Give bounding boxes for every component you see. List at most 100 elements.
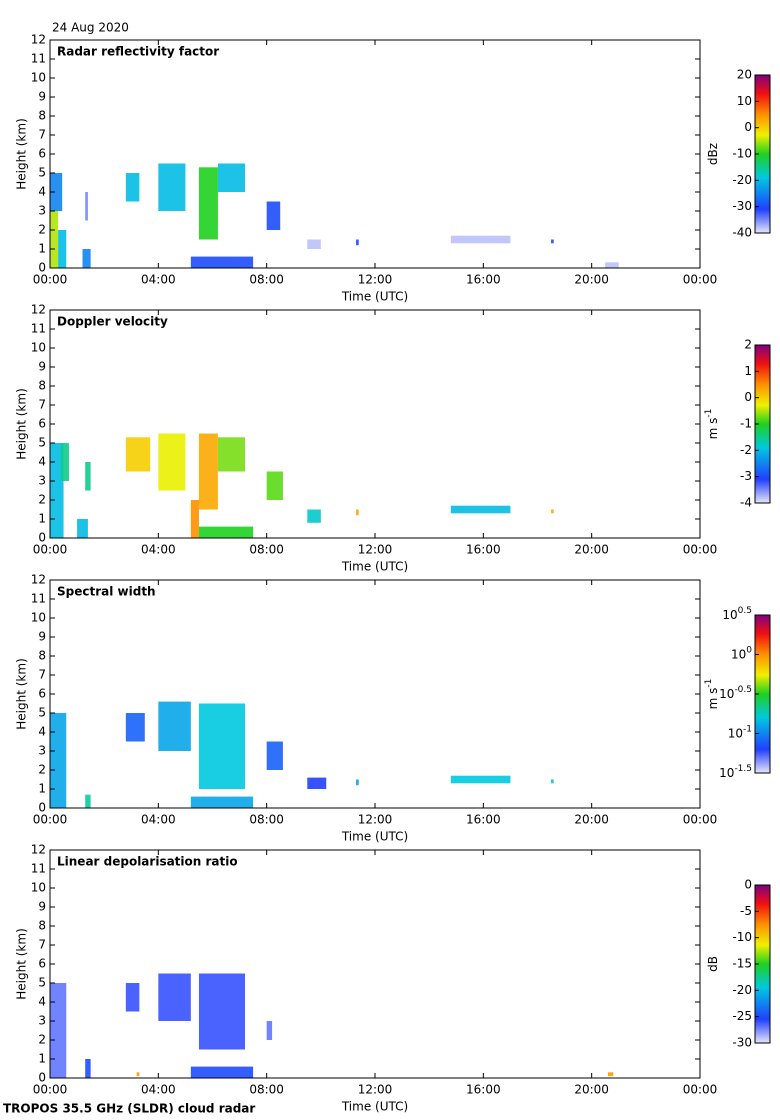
colorbar-unit: dBz (706, 143, 720, 165)
colorbar-tick-label: 0 (744, 390, 752, 404)
y-tick-label: 1 (38, 782, 46, 796)
radar-echo (77, 519, 88, 538)
colorbar-tick-label: 10 (737, 94, 752, 108)
radar-echo (158, 701, 191, 751)
y-tick-label: 5 (38, 436, 46, 450)
radar-echo (198, 433, 218, 510)
y-tick-label: 8 (38, 379, 46, 393)
radar-echo (158, 973, 191, 1021)
colorbar-tick-label: -15 (732, 957, 752, 971)
panel-title: Doppler velocity (57, 315, 168, 329)
radar-echo (50, 173, 63, 211)
x-axis-label: Time (UTC) (341, 560, 408, 574)
y-tick-label: 9 (38, 630, 46, 644)
radar-echo (356, 509, 359, 516)
colorbar-tick-label: 2 (744, 338, 752, 352)
colorbar-tick-exponent: -1 (743, 724, 752, 734)
colorbar-tick-label: 10-1 (728, 724, 752, 740)
x-tick-label: 12:00 (358, 273, 393, 287)
plot-frame (49, 579, 701, 809)
y-tick-label: 2 (38, 493, 46, 507)
y-tick-label: 8 (38, 649, 46, 663)
radar-echo (190, 256, 254, 268)
colorbar-tick-label: -20 (732, 173, 752, 187)
radar-echo (217, 163, 245, 192)
colorbar-tick-label: 20 (737, 68, 752, 82)
x-tick-label: 16:00 (466, 273, 501, 287)
y-tick-label: 7 (38, 668, 46, 682)
colorbar-tick-label: -40 (732, 226, 752, 240)
colorbar-tick-label: 10-1.5 (719, 764, 752, 780)
y-tick-label: 2 (38, 1033, 46, 1047)
colorbar-tick-base: 10 (719, 766, 734, 780)
y-tick-label: 1 (38, 242, 46, 256)
radar-echo (356, 239, 359, 246)
colorbar-tick-label: 100 (731, 645, 752, 661)
y-tick-label: 4 (38, 995, 46, 1009)
radar-echo (198, 703, 245, 789)
radar-echo (450, 505, 511, 514)
colorbar-tick-label: -20 (732, 983, 752, 997)
radar-echo (85, 1059, 91, 1078)
radar-echo (450, 775, 511, 784)
x-axis-label: Time (UTC) (341, 830, 408, 844)
plot-frame (49, 849, 701, 1079)
radar-echo (356, 779, 359, 786)
y-tick-label: 7 (38, 128, 46, 142)
x-tick-label: 04:00 (141, 1083, 176, 1097)
x-tick-label: 00:00 (683, 1083, 718, 1097)
radar-echo (158, 163, 186, 211)
footer: TROPOS 35.5 GHz (SLDR) cloud radar (3, 1102, 255, 1116)
colorbar-label: dB (706, 956, 720, 972)
y-tick-label: 6 (38, 957, 46, 971)
x-tick-label: 20:00 (574, 1083, 609, 1097)
radar-echo (607, 1072, 614, 1077)
y-tick-label: 0 (38, 261, 46, 275)
x-tick-label: 04:00 (141, 273, 176, 287)
x-tick-label: 04:00 (141, 813, 176, 827)
colorbar-label: m s-1 (704, 679, 720, 710)
y-tick-label: 11 (31, 322, 46, 336)
colorbar-tick-label: 100.5 (722, 606, 752, 622)
y-tick-label: 2 (38, 223, 46, 237)
colorbar-tick-label: -30 (732, 199, 752, 213)
x-tick-label: 12:00 (358, 543, 393, 557)
y-tick-label: 10 (31, 341, 46, 355)
y-tick-label: 5 (38, 166, 46, 180)
y-tick-label: 1 (38, 1052, 46, 1066)
colorbar-tick-label: 0 (744, 120, 752, 134)
radar-echo (125, 713, 145, 742)
x-tick-label: 00:00 (33, 813, 68, 827)
y-axis-label: Height (km) (15, 928, 29, 999)
radar-echo (82, 249, 91, 268)
radar-echo (190, 1066, 254, 1078)
x-tick-label: 16:00 (466, 543, 501, 557)
radar-echo (551, 509, 554, 514)
y-tick-label: 5 (38, 976, 46, 990)
y-tick-label: 4 (38, 725, 46, 739)
y-tick-label: 9 (38, 360, 46, 374)
x-tick-label: 16:00 (466, 1083, 501, 1097)
radar-echo (551, 239, 554, 244)
radar-echo (198, 526, 254, 538)
y-tick-label: 9 (38, 90, 46, 104)
colorbar-tick-exponent: -0.5 (734, 685, 752, 695)
y-tick-label: 5 (38, 706, 46, 720)
radar-echo (307, 509, 321, 523)
colorbar-tick-base: 10 (728, 726, 743, 740)
x-tick-label: 08:00 (249, 813, 284, 827)
y-tick-label: 4 (38, 455, 46, 469)
x-tick-label: 00:00 (33, 543, 68, 557)
colorbar-tick-label: -10 (732, 930, 752, 944)
colorbar-tick-label: -30 (732, 1036, 752, 1050)
colorbar-tick-label: 10-0.5 (719, 685, 752, 701)
y-tick-label: 11 (31, 592, 46, 606)
radar-echo (217, 437, 245, 472)
colorbar-tick-label: -4 (740, 496, 752, 510)
radar-echo (551, 779, 554, 784)
colorbar-tick-label: -10 (732, 147, 752, 161)
y-tick-label: 6 (38, 147, 46, 161)
x-tick-label: 00:00 (683, 273, 718, 287)
colorbar-tick-base: 10 (722, 608, 737, 622)
